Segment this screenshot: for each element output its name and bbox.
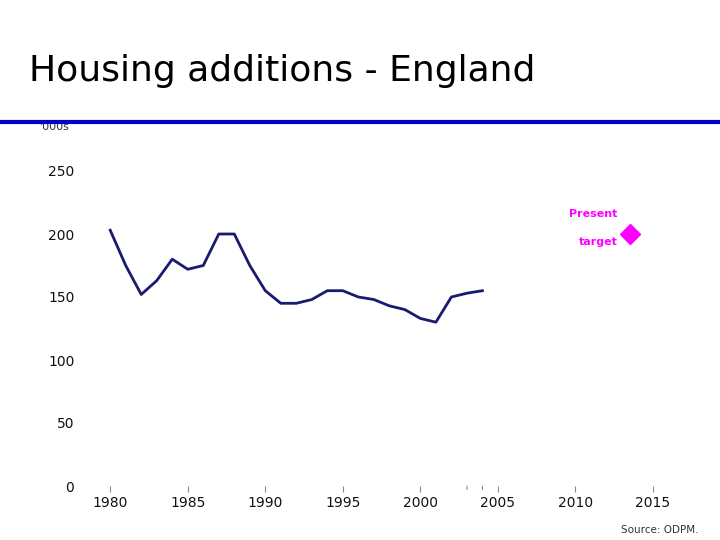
Text: Housing additions - England: Housing additions - England xyxy=(29,54,535,88)
Text: Source: ODPM.: Source: ODPM. xyxy=(621,524,698,535)
Text: target: target xyxy=(578,237,617,247)
Text: '000s: '000s xyxy=(40,122,70,132)
Text: Present: Present xyxy=(569,209,617,219)
